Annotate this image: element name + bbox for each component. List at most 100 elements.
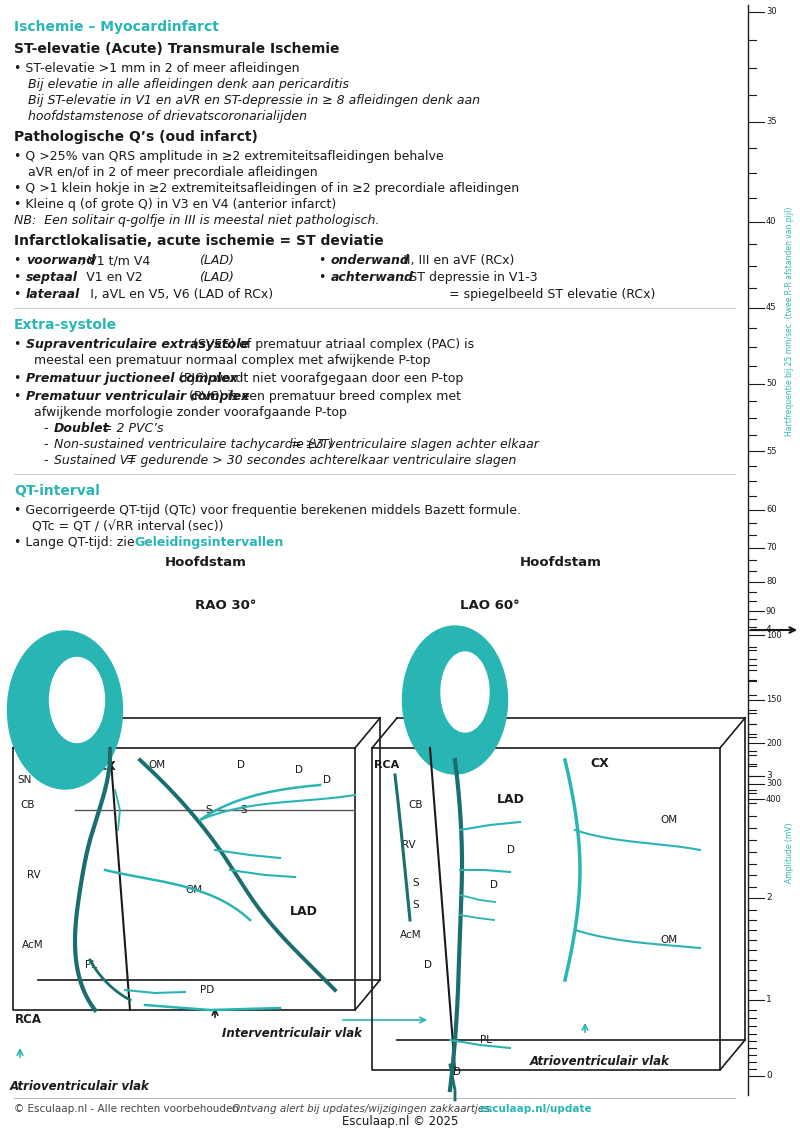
Text: achterwand: achterwand <box>331 271 414 284</box>
Text: 40: 40 <box>766 217 777 226</box>
Text: • ST-elevatie >1 mm in 2 of meer afleidingen: • ST-elevatie >1 mm in 2 of meer afleidi… <box>14 62 299 75</box>
Text: D: D <box>507 845 515 855</box>
Text: 300: 300 <box>766 779 782 788</box>
Text: 150: 150 <box>766 696 782 705</box>
Text: (SVES) of prematuur atriaal complex (PAC) is: (SVES) of prematuur atriaal complex (PAC… <box>189 338 474 351</box>
Text: : V1 t/m V4: : V1 t/m V4 <box>80 254 150 267</box>
Text: septaal: septaal <box>26 271 78 284</box>
Text: • Lange QT-tijd: zie: • Lange QT-tijd: zie <box>14 536 138 549</box>
Text: Esculaap.nl © 2025: Esculaap.nl © 2025 <box>342 1115 458 1129</box>
Text: 1: 1 <box>766 995 772 1004</box>
Text: •: • <box>14 271 26 284</box>
Text: 70: 70 <box>766 544 777 553</box>
Text: 30: 30 <box>766 8 777 17</box>
Text: 35: 35 <box>766 118 777 127</box>
Text: D: D <box>453 1067 461 1077</box>
Text: D: D <box>237 760 245 770</box>
Text: Extra-systole: Extra-systole <box>14 318 117 333</box>
Text: Atrioventriculair vlak: Atrioventriculair vlak <box>530 1055 670 1068</box>
Text: 55: 55 <box>766 447 777 456</box>
Text: Doublet: Doublet <box>54 422 110 435</box>
Text: • Kleine q (of grote Q) in V3 en V4 (anterior infarct): • Kleine q (of grote Q) in V3 en V4 (ant… <box>14 198 336 211</box>
Text: PL: PL <box>480 1035 492 1045</box>
Text: Sustained VT: Sustained VT <box>54 454 136 467</box>
Text: D: D <box>323 775 331 785</box>
Text: S: S <box>412 878 418 888</box>
Text: Interventriculair vlak: Interventriculair vlak <box>222 1027 362 1041</box>
Text: RCA: RCA <box>15 1013 42 1026</box>
Ellipse shape <box>402 625 507 774</box>
Text: OM: OM <box>148 760 165 770</box>
Text: 0: 0 <box>766 1071 772 1080</box>
Text: Hoofdstam: Hoofdstam <box>165 556 247 569</box>
Text: 50: 50 <box>766 380 777 389</box>
Text: esculaap.nl/update: esculaap.nl/update <box>480 1104 593 1114</box>
Text: •: • <box>319 271 330 284</box>
Text: Ischemie – Myocardinfarct: Ischemie – Myocardinfarct <box>14 20 219 34</box>
Text: LAD: LAD <box>497 793 525 806</box>
Text: QTc = QT / (√RR interval (sec)): QTc = QT / (√RR interval (sec)) <box>32 520 223 533</box>
Text: NB:  Een solitair q-golfje in III is meestal niet pathologisch.: NB: Een solitair q-golfje in III is mees… <box>14 214 379 227</box>
Ellipse shape <box>7 631 122 789</box>
Text: Hoofdstam: Hoofdstam <box>520 556 602 569</box>
Text: 90: 90 <box>766 606 777 615</box>
Text: Amplitude (mV): Amplitude (mV) <box>786 822 794 883</box>
Text: •: • <box>14 288 26 301</box>
Text: PD: PD <box>200 985 214 995</box>
Text: Hartfrequentie bij 25 mm/sec. (twee R-R afstanden van pijl): Hartfrequentie bij 25 mm/sec. (twee R-R … <box>786 206 794 435</box>
Text: Bij ST-elevatie in V1 en aVR en ST-depressie in ≥ 8 afleidingen denk aan: Bij ST-elevatie in V1 en aVR en ST-depre… <box>28 94 480 107</box>
Text: S: S <box>205 805 212 815</box>
Text: AcM: AcM <box>400 930 422 940</box>
Text: 100: 100 <box>766 630 782 639</box>
Text: •: • <box>14 372 26 385</box>
Text: : II, III en aVF (RCx): : II, III en aVF (RCx) <box>395 254 514 267</box>
Text: © Esculaap.nl - Alle rechten voorbehouden.: © Esculaap.nl - Alle rechten voorbehoude… <box>14 1104 249 1114</box>
Text: •: • <box>14 338 26 351</box>
Text: LAO 60°: LAO 60° <box>460 599 520 612</box>
Text: RCA: RCA <box>374 760 399 770</box>
Text: Infarctlokalisatie, acute ischemie = ST deviatie: Infarctlokalisatie, acute ischemie = ST … <box>14 234 384 248</box>
Text: 60: 60 <box>766 506 777 515</box>
Text: CX: CX <box>97 760 116 772</box>
Text: CB: CB <box>408 800 422 810</box>
Text: RV: RV <box>27 870 41 880</box>
Text: PL: PL <box>85 960 97 970</box>
Text: •: • <box>319 254 330 267</box>
Text: LAD: LAD <box>290 905 318 918</box>
Text: = spiegelbeeld ST elevatie (RCx): = spiegelbeeld ST elevatie (RCx) <box>449 288 655 301</box>
Text: Atrioventriculair vlak: Atrioventriculair vlak <box>10 1080 150 1093</box>
Text: = 2 PVC’s: = 2 PVC’s <box>98 422 163 435</box>
Text: RAO 30°: RAO 30° <box>195 599 256 612</box>
Text: 3: 3 <box>766 771 772 780</box>
Text: •: • <box>14 254 26 267</box>
Text: Pathologische Q’s (oud infarct): Pathologische Q’s (oud infarct) <box>14 130 258 144</box>
Text: hoofdstamstenose of drievatscoronarialijden: hoofdstamstenose of drievatscoronarialij… <box>28 110 307 123</box>
Text: D: D <box>295 765 303 775</box>
Text: voorwand: voorwand <box>26 254 95 267</box>
Text: Ontvang alert bij updates/wijzigingen zakkaartjes:: Ontvang alert bij updates/wijzigingen za… <box>232 1104 496 1114</box>
Text: • Q >1 klein hokje in ≥2 extremiteitsafleidingen of in ≥2 precordiale afleidinge: • Q >1 klein hokje in ≥2 extremiteitsafl… <box>14 182 519 195</box>
Text: • Gecorrigeerde QT-tijd (QTc) voor frequentie berekenen middels Bazett formule.: • Gecorrigeerde QT-tijd (QTc) voor frequ… <box>14 504 521 517</box>
Text: OM: OM <box>660 815 677 824</box>
Text: S: S <box>412 900 418 910</box>
Text: •: • <box>14 390 26 403</box>
Text: Geleidingsintervallen: Geleidingsintervallen <box>134 536 283 549</box>
Text: Non-sustained ventriculaire tachycardie (VT): Non-sustained ventriculaire tachycardie … <box>54 438 334 451</box>
Text: (LAD): (LAD) <box>199 271 234 284</box>
Text: = ≥3 ventriculaire slagen achter elkaar: = ≥3 ventriculaire slagen achter elkaar <box>287 438 539 451</box>
Text: S: S <box>240 805 246 815</box>
Text: 80: 80 <box>766 578 777 587</box>
Text: 2: 2 <box>766 893 772 903</box>
Text: Prematuur ventriculair complex: Prematuur ventriculair complex <box>26 390 250 403</box>
Text: -: - <box>44 454 53 467</box>
Text: 45: 45 <box>766 303 777 312</box>
Text: afwijkende morfologie zonder voorafgaande P-top: afwijkende morfologie zonder voorafgaand… <box>34 406 347 418</box>
Text: D: D <box>490 880 498 890</box>
Text: onderwand: onderwand <box>331 254 410 267</box>
Text: = gedurende > 30 secondes achterelkaar ventriculaire slagen: = gedurende > 30 secondes achterelkaar v… <box>122 454 516 467</box>
Text: OM: OM <box>185 884 202 895</box>
Text: (LAD): (LAD) <box>199 254 234 267</box>
Text: -: - <box>44 422 53 435</box>
Text: Prematuur juctioneel complex: Prematuur juctioneel complex <box>26 372 238 385</box>
Text: 4: 4 <box>766 625 772 634</box>
